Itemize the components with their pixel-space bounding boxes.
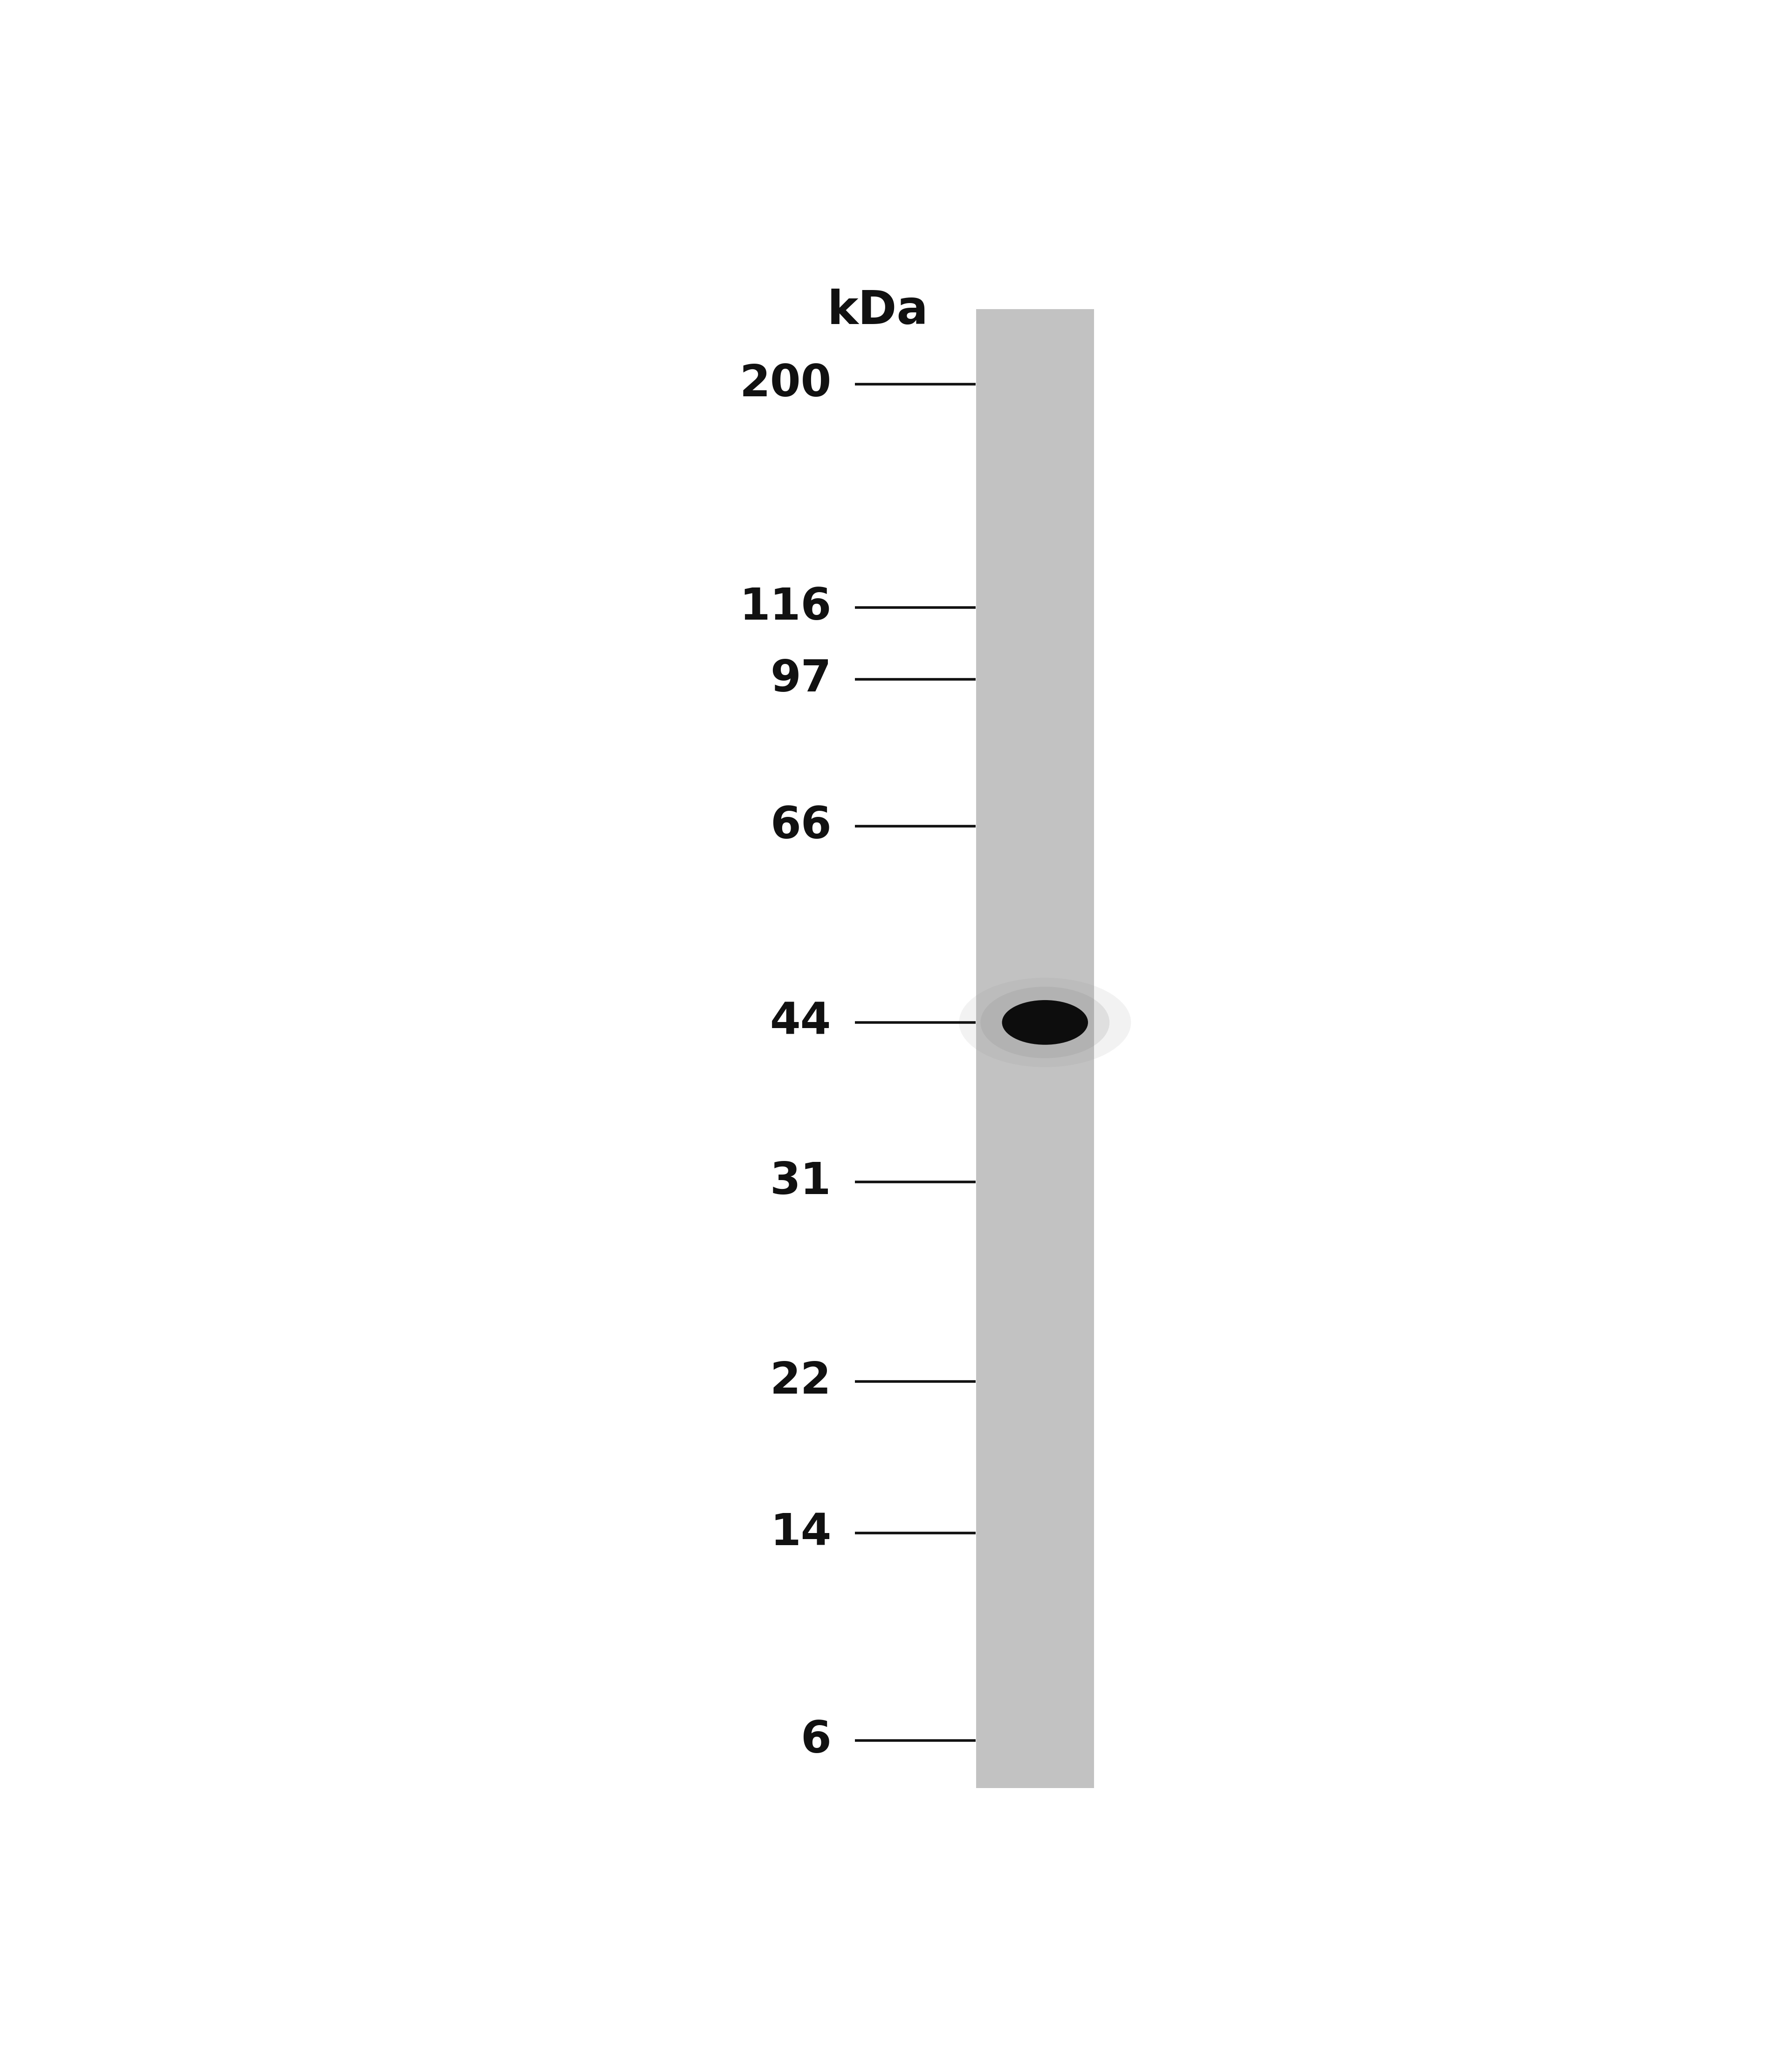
Text: 66: 66	[770, 804, 831, 847]
Text: 22: 22	[770, 1359, 831, 1403]
Ellipse shape	[1002, 1001, 1088, 1044]
Ellipse shape	[959, 978, 1131, 1067]
FancyBboxPatch shape	[976, 309, 1094, 1788]
Text: 14: 14	[770, 1510, 831, 1554]
Text: 200: 200	[739, 363, 831, 406]
Text: 97: 97	[770, 659, 831, 700]
Ellipse shape	[981, 986, 1110, 1059]
Text: 44: 44	[770, 1001, 831, 1044]
Text: 6: 6	[800, 1720, 831, 1761]
Text: 31: 31	[770, 1160, 831, 1204]
Text: 116: 116	[739, 586, 831, 630]
Text: kDa: kDa	[827, 288, 929, 334]
